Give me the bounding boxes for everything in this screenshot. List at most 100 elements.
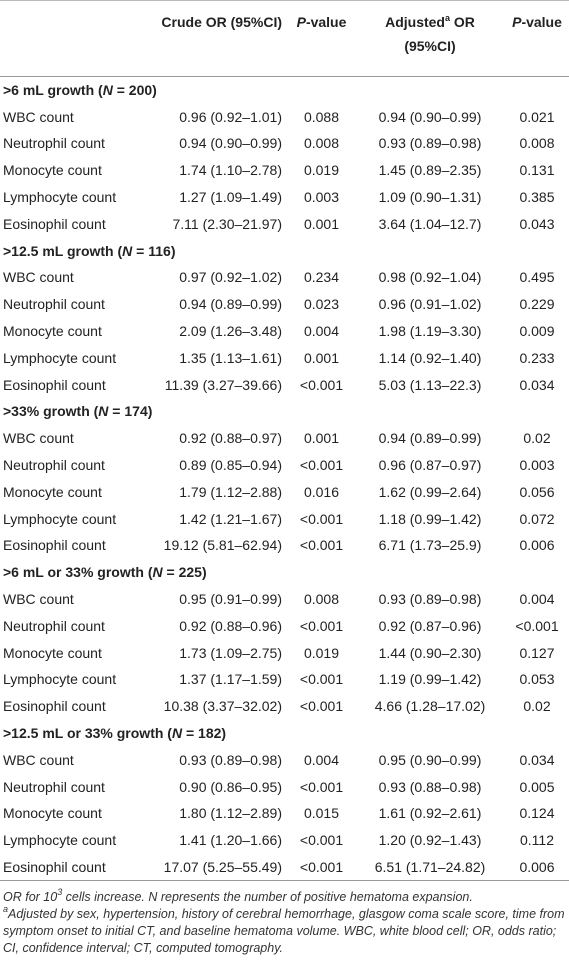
header-text: -value [305, 14, 347, 30]
cell: Lymphocyte count [3, 832, 117, 849]
section-cell: >12.5 mL or 33% growth (N = 182) [0, 720, 569, 747]
cell: 0.008 [303, 591, 340, 608]
cell: Monocyte count [3, 323, 102, 340]
cell: 0.021 [519, 108, 555, 125]
cell: 6.71 (1.73–25.9) [378, 537, 482, 554]
cell: 0.98 (0.92–1.04) [378, 269, 482, 286]
cell: Lymphocyte count [3, 510, 117, 527]
header-text: (95%CI) [404, 38, 456, 54]
data-table: Crude OR (95%CI) P-value Adjusteda OR (95… [0, 0, 569, 881]
cell: WBC count [3, 751, 74, 768]
data-row: WBC count 0.97 (0.92–1.02) 0.234 0.98 (0.92… [0, 264, 569, 291]
footnotes: OR for 103 cells increase. N represents … [0, 881, 569, 957]
cell: WBC count [3, 108, 74, 125]
cell: 0.124 [519, 805, 555, 822]
cell: <0.001 [299, 671, 344, 688]
cell: 0.072 [519, 510, 555, 527]
cell: 1.20 (0.92–1.43) [378, 832, 482, 849]
cell: 0.001 [303, 215, 340, 232]
section-title: >12.5 mL growth ( [3, 242, 123, 259]
cell: 0.127 [519, 644, 555, 661]
header-cell: Adjusteda OR (95%CI) [355, 1, 505, 77]
cell: 0.009 [519, 323, 555, 340]
data-row: Eosinophil count 10.38 (3.37–32.02) <0.001… [0, 693, 569, 720]
cell: <0.001 [299, 858, 344, 875]
footnote-superscript: a [3, 903, 9, 914]
cell: 1.44 (0.90–2.30) [378, 644, 482, 661]
data-row: WBC count 0.92 (0.88–0.97) 0.001 0.94 (0.89… [0, 425, 569, 452]
data-row: Neutrophil count 0.89 (0.85–0.94) <0.001 0.… [0, 452, 569, 479]
footnote: aAdjusted by sex, hypertension, history … [3, 903, 566, 957]
cell: 0.93 (0.88–0.98) [378, 778, 482, 795]
cell: 0.94 (0.89–0.99) [378, 430, 482, 447]
cell: 1.19 (0.99–1.42) [378, 671, 482, 688]
cell: 0.495 [519, 269, 555, 286]
cell: Lymphocyte count [3, 671, 117, 688]
cell: 0.96 (0.87–0.97) [378, 457, 482, 474]
cell: 0.112 [520, 832, 554, 849]
header-text: Crude OR (95%CI) [161, 14, 282, 30]
cell: 1.73 (1.09–2.75) [179, 644, 282, 661]
cell: 19.12 (5.81–62.94) [163, 537, 282, 554]
data-row: Lymphocyte count 1.41 (1.20–1.66) <0.001 1.… [0, 827, 569, 854]
cell: 0.90 (0.86–0.95) [179, 778, 282, 795]
cell: 0.008 [303, 135, 340, 152]
cell: 0.02 [523, 698, 551, 715]
header-text: -value [521, 14, 562, 30]
cell: 0.023 [303, 296, 340, 313]
cell: 0.234 [303, 269, 340, 286]
section-title: = 182) [182, 725, 227, 742]
cell: Monocyte count [3, 805, 102, 822]
data-row: Neutrophil count 0.94 (0.90–0.99) 0.008 0.9… [0, 130, 569, 157]
data-row: WBC count 0.96 (0.92–1.01) 0.088 0.94 (0.90… [0, 103, 569, 130]
cell: 0.94 (0.90–0.99) [378, 108, 482, 125]
data-row: Monocyte count 2.09 (1.26–3.48) 0.004 1.98 … [0, 318, 569, 345]
cell: 0.006 [519, 858, 555, 875]
data-row: Neutrophil count 0.94 (0.89–0.99) 0.023 0.9… [0, 291, 569, 318]
footnote-superscript: 3 [57, 886, 63, 897]
cell: <0.001 [299, 510, 344, 527]
cell: 0.96 (0.92–1.01) [179, 108, 282, 125]
data-row: WBC count 0.93 (0.89–0.98) 0.004 0.95 (0.90… [0, 746, 569, 773]
section-title: N [152, 564, 163, 581]
section-row: >33% growth (N = 174) [0, 398, 569, 425]
header-text: OR [450, 14, 475, 30]
cell: 3.64 (1.04–12.7) [378, 215, 482, 232]
cell: Eosinophil count [3, 537, 106, 554]
header-row: Crude OR (95%CI) P-value Adjusteda OR (95… [0, 1, 569, 77]
cell: 0.003 [519, 457, 555, 474]
cell: <0.001 [299, 698, 344, 715]
cell: <0.001 [299, 778, 344, 795]
section-title: = 174) [108, 403, 153, 420]
cell: 6.51 (1.71–24.82) [374, 858, 486, 875]
cell: 0.94 (0.89–0.99) [179, 296, 282, 313]
footnote-text: OR for 10 [3, 889, 58, 904]
cell: 1.09 (0.90–1.31) [378, 189, 482, 206]
data-row: Monocyte count 1.74 (1.10–2.78) 0.019 1.45 … [0, 157, 569, 184]
cell: 1.42 (1.21–1.67) [179, 510, 282, 527]
cell: 11.39 (3.27–39.66) [164, 376, 282, 393]
cell: 0.93 (0.89–0.98) [378, 135, 482, 152]
cell: 0.95 (0.90–0.99) [378, 751, 482, 768]
cell: 0.008 [519, 135, 555, 152]
cell: <0.001 [299, 376, 344, 393]
cell: 0.93 (0.89–0.98) [378, 591, 482, 608]
data-row: Neutrophil count 0.92 (0.88–0.96) <0.001 0.… [0, 612, 569, 639]
data-row: Lymphocyte count 1.35 (1.13–1.61) 0.001 1.1… [0, 344, 569, 371]
section-title: N [171, 725, 183, 742]
cell: <0.001 [299, 537, 344, 554]
cell: 1.45 (0.89–2.35) [378, 162, 482, 179]
cell: 0.016 [303, 483, 340, 500]
cell: 0.89 (0.85–0.94) [179, 457, 282, 474]
section-title: >33% growth ( [3, 403, 99, 420]
cell: 0.003 [303, 189, 340, 206]
data-row: Eosinophil count 7.11 (2.30–21.97) 0.001 3.… [0, 210, 569, 237]
cell: 1.37 (1.17–1.59) [179, 671, 282, 688]
cell: 0.96 (0.91–1.02) [378, 296, 482, 313]
cell: 5.03 (1.13–22.3) [378, 376, 482, 393]
data-row: Monocyte count 1.80 (1.12–2.89) 0.015 1.61 … [0, 800, 569, 827]
section-row: >12.5 mL growth (N = 116) [0, 237, 569, 264]
cell: 0.004 [303, 751, 340, 768]
cell: 1.41 (1.20–1.66) [179, 832, 282, 849]
cell: 0.97 (0.92–1.02) [179, 269, 282, 286]
